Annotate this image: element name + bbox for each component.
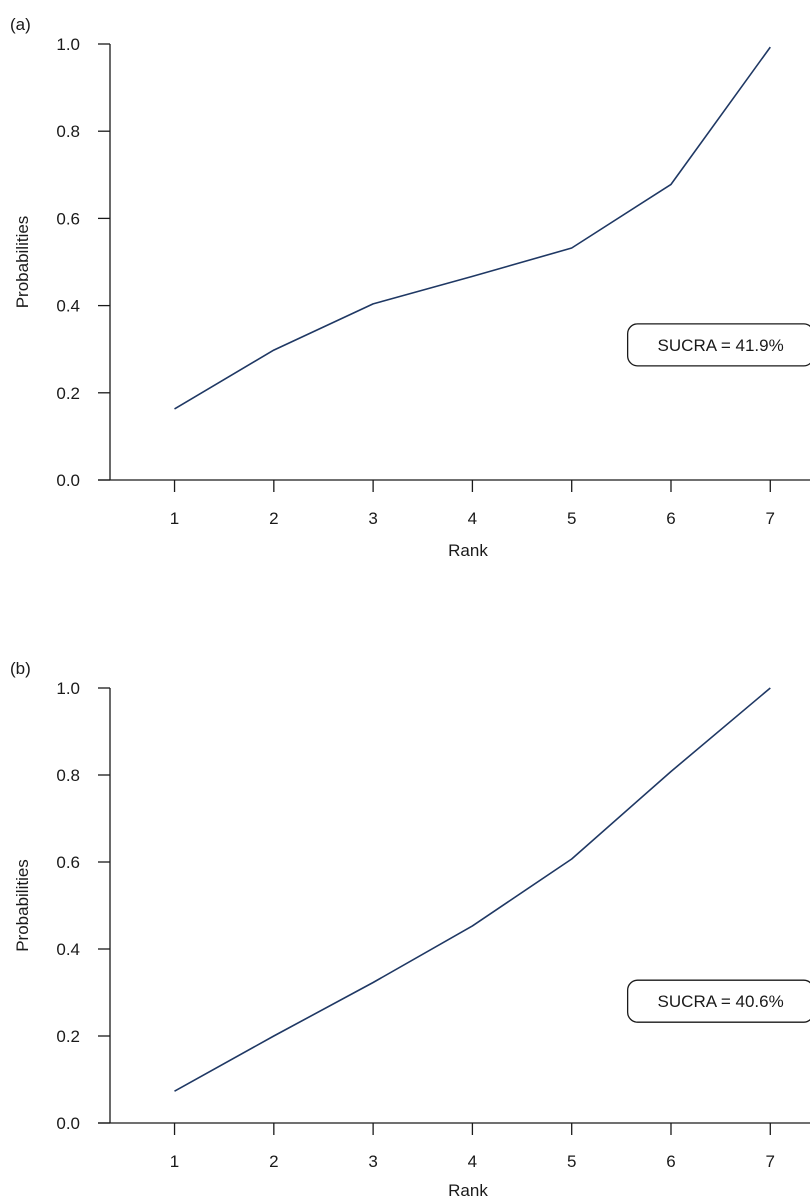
series-line bbox=[174, 46, 771, 410]
panel-b: (b) 0.0 0.2 0.4 0.6 0.8 1.0 1 2 3 4 5 6 7 Rank Probabil… bbox=[10, 659, 810, 1200]
x-tick-label: 6 bbox=[666, 1152, 675, 1171]
y-tick-label: 0.0 bbox=[56, 471, 80, 490]
y-axis-title: Probabilities bbox=[13, 216, 32, 309]
y-tick-label: 0.6 bbox=[56, 209, 80, 228]
sucra-annotation-box bbox=[626, 323, 810, 367]
y-tick-label: 0.4 bbox=[56, 940, 80, 959]
x-tick-label: 4 bbox=[468, 1152, 477, 1171]
y-tick-label: 0.0 bbox=[56, 1114, 80, 1133]
x-tick-label: 1 bbox=[170, 509, 179, 528]
y-tick-label: 0.8 bbox=[56, 766, 80, 785]
panel-label: (a) bbox=[10, 15, 31, 34]
y-tick-label: 0.2 bbox=[56, 1027, 80, 1046]
y-tick-label: 0.2 bbox=[56, 384, 80, 403]
y-tick-label: 0.6 bbox=[56, 853, 80, 872]
x-tick-label: 2 bbox=[269, 509, 278, 528]
y-tick-label: 0.8 bbox=[56, 122, 80, 141]
x-tick-label: 3 bbox=[368, 1152, 377, 1171]
sucra-annotation-text: SUCRA = 40.6% bbox=[658, 992, 784, 1011]
x-tick-label: 3 bbox=[368, 509, 377, 528]
series-line bbox=[174, 687, 771, 1092]
y-tick-label: 1.0 bbox=[56, 679, 80, 698]
x-axis-title: Rank bbox=[448, 541, 488, 560]
x-tick-label: 7 bbox=[766, 509, 775, 528]
x-tick-label: 1 bbox=[170, 1152, 179, 1171]
sucra-annotation-text: SUCRA = 41.9% bbox=[658, 336, 784, 355]
x-tick-label: 4 bbox=[468, 509, 477, 528]
sucra-annotation-box bbox=[626, 979, 810, 1023]
panel-label: (b) bbox=[10, 659, 31, 678]
x-tick-label: 7 bbox=[766, 1152, 775, 1171]
x-axis-title: Rank bbox=[448, 1181, 488, 1200]
panel-a: (a) 0.0 0.2 0.4 0.6 0.8 1.0 1 2 3 4 5 6 7 Rank Probabil… bbox=[10, 15, 810, 560]
x-tick-label: 5 bbox=[567, 509, 576, 528]
x-tick-label: 2 bbox=[269, 1152, 278, 1171]
x-tick-label: 5 bbox=[567, 1152, 576, 1171]
y-tick-label: 0.4 bbox=[56, 297, 80, 316]
y-axis-title: Probabilities bbox=[13, 859, 32, 952]
y-tick-label: 1.0 bbox=[56, 35, 80, 54]
x-tick-label: 6 bbox=[666, 509, 675, 528]
